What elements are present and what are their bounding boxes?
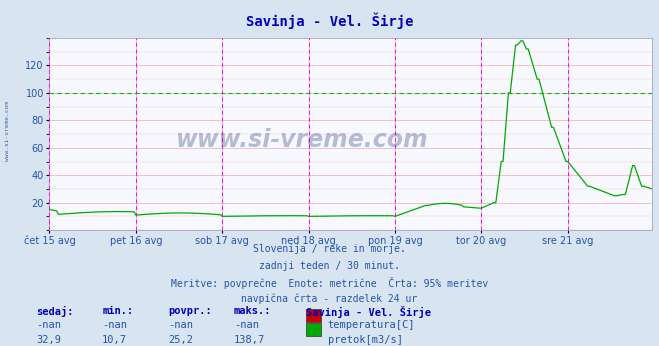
Text: 10,7: 10,7 [102, 335, 127, 345]
Text: min.:: min.: [102, 306, 133, 316]
Text: pretok[m3/s]: pretok[m3/s] [328, 335, 403, 345]
Text: -nan: -nan [168, 320, 193, 330]
Text: navpična črta - razdelek 24 ur: navpična črta - razdelek 24 ur [241, 294, 418, 304]
Text: povpr.:: povpr.: [168, 306, 212, 316]
Text: maks.:: maks.: [234, 306, 272, 316]
Text: Slovenija / reke in morje.: Slovenija / reke in morje. [253, 244, 406, 254]
Text: Meritve: povprečne  Enote: metrične  Črta: 95% meritev: Meritve: povprečne Enote: metrične Črta:… [171, 277, 488, 289]
Text: Savinja - Vel. Širje: Savinja - Vel. Širje [306, 306, 432, 318]
Text: zadnji teden / 30 minut.: zadnji teden / 30 minut. [259, 261, 400, 271]
Text: 32,9: 32,9 [36, 335, 61, 345]
Text: temperatura[C]: temperatura[C] [328, 320, 415, 330]
Text: Savinja - Vel. Širje: Savinja - Vel. Širje [246, 12, 413, 29]
Text: www.si-vreme.com: www.si-vreme.com [5, 101, 11, 162]
Text: www.si-vreme.com: www.si-vreme.com [177, 128, 429, 152]
Text: -nan: -nan [36, 320, 61, 330]
Text: 138,7: 138,7 [234, 335, 265, 345]
Text: 25,2: 25,2 [168, 335, 193, 345]
Text: sedaj:: sedaj: [36, 306, 74, 317]
Text: -nan: -nan [102, 320, 127, 330]
Text: -nan: -nan [234, 320, 259, 330]
